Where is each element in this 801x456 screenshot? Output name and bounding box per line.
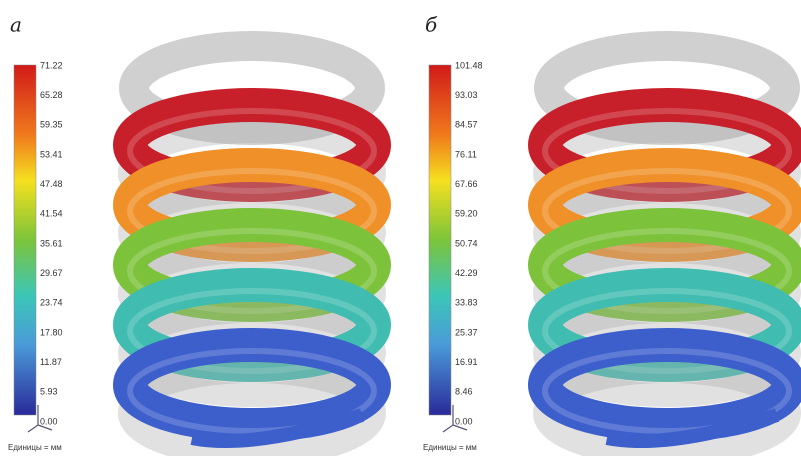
colorbar-tick-label: 67.66 xyxy=(455,179,478,189)
colorbar-tick-label: 8.46 xyxy=(455,387,473,397)
units-label: Единицы = мм xyxy=(423,443,477,452)
colorbar-tick-label: 76.11 xyxy=(455,149,477,159)
figure: а 71.22 65.28 59.35 53.41 47.48 41.54 35.61 29.6… xyxy=(0,0,801,456)
colorbar-tick-label: 71.22 xyxy=(40,60,63,70)
colorbar-tick-label: 11.87 xyxy=(40,357,62,367)
colorbar-tick-label: 47.48 xyxy=(40,179,63,189)
colorbar-tick-label: 25.37 xyxy=(455,327,478,337)
colorbar-tick-label: 17.80 xyxy=(40,327,63,337)
colorbar-tick-label: 5.93 xyxy=(40,387,58,397)
colorbar-tick-label: 53.41 xyxy=(40,149,63,159)
colorbar xyxy=(14,65,36,415)
colorbar-tick-label: 16.91 xyxy=(455,357,478,367)
colorbar-tick-label: 42.29 xyxy=(455,268,478,278)
colorbar-tick-label: 0.00 xyxy=(40,416,58,426)
colorbar-tick-label: 0.00 xyxy=(455,416,473,426)
colorbar-tick-label: 29.67 xyxy=(40,268,63,278)
colorbar-tick-label: 59.35 xyxy=(40,120,63,130)
colorbar-tick-label: 84.57 xyxy=(455,120,478,130)
colorbar-tick-label: 59.20 xyxy=(455,209,478,219)
colorbar-tick-label: 101.48 xyxy=(455,60,483,70)
panel: б 101.48 93.03 84.57 76.11 67.66 59.20 50.74 42.… xyxy=(423,13,789,456)
panel-label: б xyxy=(425,13,438,37)
colorbar-tick-label: 41.54 xyxy=(40,209,63,219)
colorbar-tick-label: 35.61 xyxy=(40,238,63,248)
panel-label: а xyxy=(10,13,22,37)
colorbar xyxy=(429,65,451,415)
colorbar-tick-label: 93.03 xyxy=(455,90,478,100)
units-label: Единицы = мм xyxy=(8,443,62,452)
colorbar-tick-label: 65.28 xyxy=(40,90,63,100)
colorbar-tick-label: 23.74 xyxy=(40,298,63,308)
colorbar-tick-label: 50.74 xyxy=(455,238,478,248)
panel: а 71.22 65.28 59.35 53.41 47.48 41.54 35.61 29.6… xyxy=(8,13,374,456)
colorbar-tick-label: 33.83 xyxy=(455,298,478,308)
